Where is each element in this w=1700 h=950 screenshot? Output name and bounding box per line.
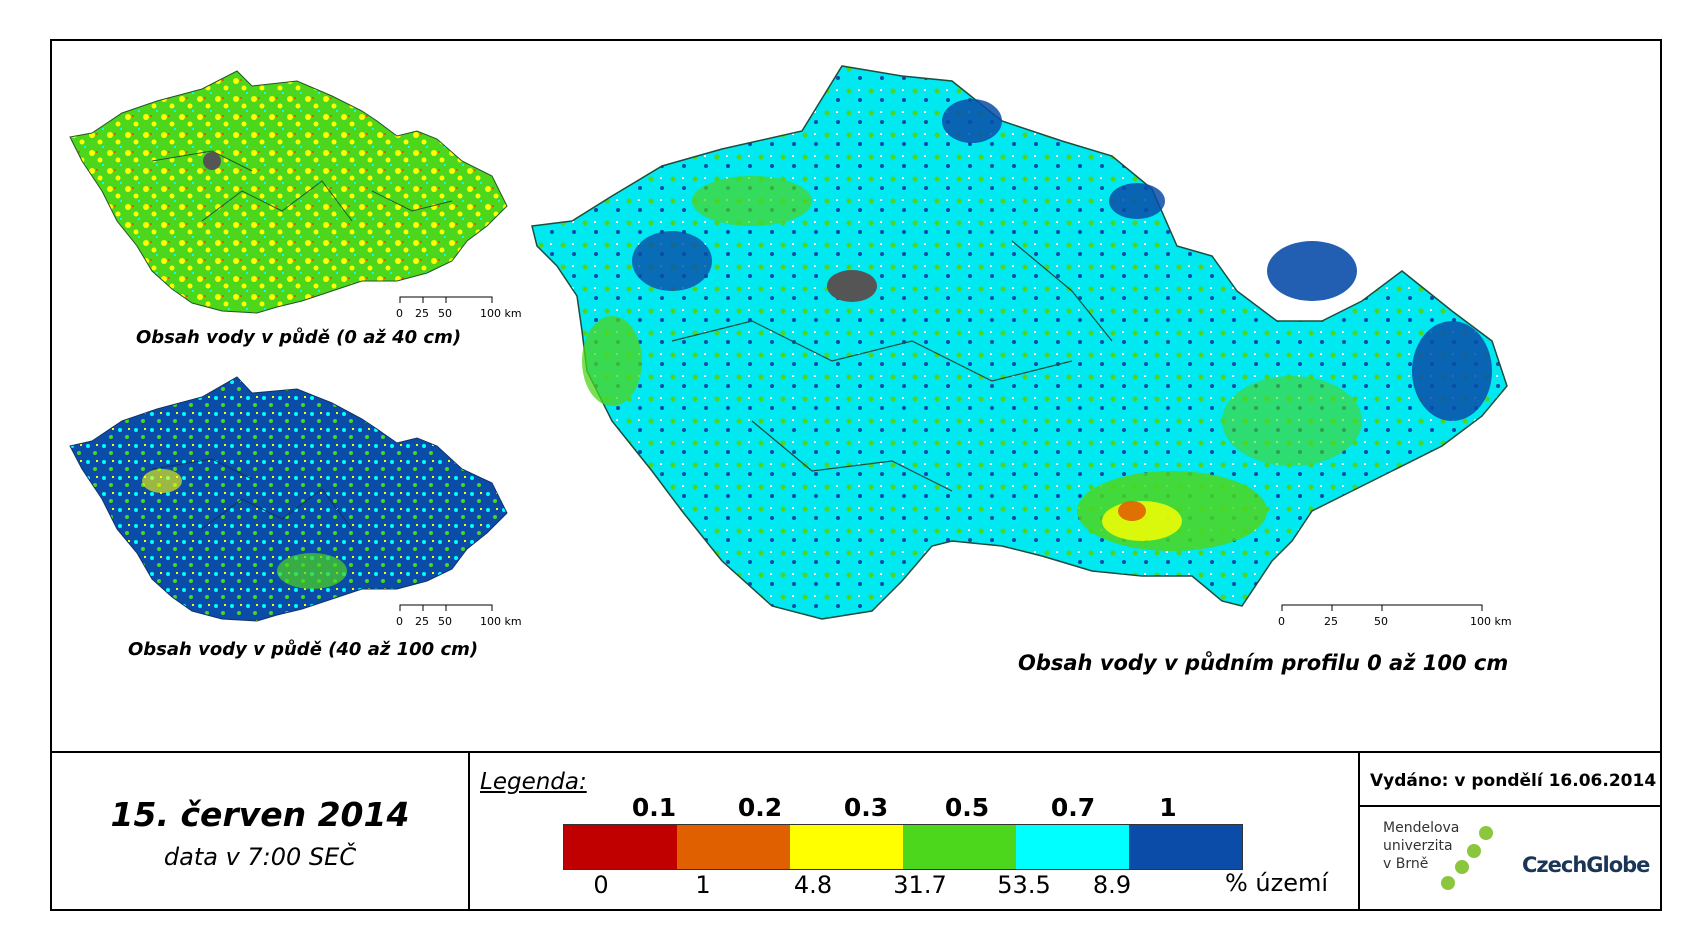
scale-bottom-0: 0 bbox=[396, 615, 403, 628]
bottom-bar: 15. červen 2014 data v 7:00 SEČ Legenda:… bbox=[52, 751, 1660, 911]
legend-percent: 31.7 bbox=[893, 871, 947, 899]
czechglobe-logo: CzechGlobe bbox=[1522, 853, 1650, 877]
legend: Legenda: 0.1 0.2 0.3 0.5 0.7 1 0 1 4.8 3… bbox=[470, 753, 1360, 911]
legend-percent: 1 bbox=[695, 871, 711, 899]
issued-cell: Vydáno: v pondělí 16.06.2014 Mendelova u… bbox=[1360, 753, 1660, 911]
legend-threshold: 0.1 bbox=[631, 793, 677, 822]
map-topsoil bbox=[69, 70, 508, 314]
scale-top-0: 0 bbox=[396, 307, 403, 320]
legend-threshold: 0.5 bbox=[944, 793, 990, 822]
scale-top-25: 25 bbox=[415, 307, 429, 320]
scale-large-0: 0 bbox=[1278, 615, 1285, 628]
prague-full bbox=[827, 270, 877, 302]
legend-threshold: 0.3 bbox=[843, 793, 889, 822]
map-full-profile bbox=[531, 65, 1508, 620]
caption-subsoil: Obsah vody v půdě (40 až 100 cm) bbox=[128, 639, 479, 660]
scale-large-50: 50 bbox=[1374, 615, 1388, 628]
map-subsoil bbox=[69, 376, 508, 622]
legend-percent: 53.5 bbox=[997, 871, 1051, 899]
legend-swatch bbox=[790, 825, 903, 869]
czech-outline-topsoil bbox=[69, 70, 508, 314]
scale-large-100: 100 km bbox=[1470, 615, 1512, 628]
legend-percent: 4.8 bbox=[793, 871, 833, 899]
caption-topsoil: Obsah vody v půdě (0 až 40 cm) bbox=[136, 327, 462, 348]
czech-outline-subsoil bbox=[69, 376, 508, 622]
mendel-line: Mendelova bbox=[1383, 820, 1460, 836]
scale-bottom-50: 50 bbox=[438, 615, 452, 628]
scale-bottom-100: 100 km bbox=[480, 615, 522, 628]
scale-bars bbox=[399, 296, 1483, 611]
scale-top-100: 100 km bbox=[480, 307, 522, 320]
prague-topsoil bbox=[203, 152, 221, 170]
legend-swatch bbox=[564, 825, 677, 869]
legend-threshold: 0.7 bbox=[1050, 793, 1096, 822]
legend-swatch bbox=[1129, 825, 1242, 869]
scale-large-25: 25 bbox=[1324, 615, 1338, 628]
mendel-university-logo: Mendelova univerzita v Brně bbox=[1383, 819, 1459, 873]
legend-percent: 0 bbox=[593, 871, 609, 899]
mendel-line: univerzita bbox=[1383, 838, 1453, 854]
legend-color-bar bbox=[563, 824, 1243, 870]
mendel-line: v Brně bbox=[1383, 856, 1429, 872]
date-cell: 15. červen 2014 data v 7:00 SEČ bbox=[52, 753, 470, 911]
legend-swatch bbox=[677, 825, 790, 869]
date-subtitle: data v 7:00 SEČ bbox=[163, 843, 357, 871]
legend-swatch bbox=[1016, 825, 1129, 869]
legend-percent: 8.9 bbox=[1092, 871, 1132, 899]
legend-unit: % území bbox=[1225, 869, 1329, 897]
date-title: 15. červen 2014 bbox=[110, 795, 410, 834]
caption-full-profile: Obsah vody v půdním profilu 0 až 100 cm bbox=[1018, 651, 1509, 675]
map-frame: 0 25 50 100 km 0 25 50 100 km 0 25 50 10… bbox=[50, 39, 1662, 911]
legend-swatch bbox=[903, 825, 1016, 869]
scale-bottom-25: 25 bbox=[415, 615, 429, 628]
scale-top-50: 50 bbox=[438, 307, 452, 320]
legend-threshold: 1 bbox=[1159, 793, 1177, 822]
mendel-dots-icon bbox=[1441, 826, 1493, 890]
issued-date: Vydáno: v pondělí 16.06.2014 bbox=[1370, 771, 1657, 791]
issued-divider bbox=[1360, 805, 1660, 807]
legend-title: Legenda: bbox=[480, 769, 587, 795]
legend-threshold: 0.2 bbox=[737, 793, 783, 822]
